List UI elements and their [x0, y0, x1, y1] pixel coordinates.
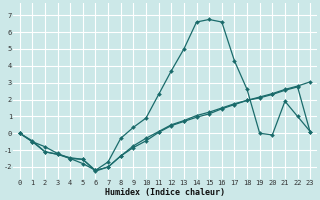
- X-axis label: Humidex (Indice chaleur): Humidex (Indice chaleur): [105, 188, 225, 197]
